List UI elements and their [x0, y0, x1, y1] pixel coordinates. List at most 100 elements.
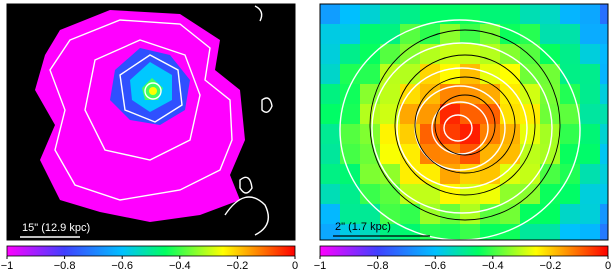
pixel	[420, 144, 440, 164]
pixel	[460, 204, 480, 224]
pixel	[340, 144, 360, 164]
pixel	[580, 104, 600, 124]
pixel	[420, 84, 440, 104]
tick-label: −0.6	[111, 260, 133, 271]
pixel	[360, 64, 380, 84]
pixel	[360, 44, 380, 64]
pixel	[460, 224, 480, 240]
pixel	[340, 44, 360, 64]
pixel	[540, 24, 560, 44]
pixel	[560, 144, 580, 164]
pixel	[600, 64, 608, 84]
pixel	[580, 4, 600, 24]
pixel	[360, 164, 380, 184]
pixel	[320, 184, 340, 204]
pixel	[580, 64, 600, 84]
pixel	[380, 44, 400, 64]
pixel	[580, 44, 600, 64]
pixel	[580, 84, 600, 104]
pixel	[600, 84, 608, 104]
pixel	[400, 64, 420, 84]
pixel	[380, 4, 400, 24]
pixel	[460, 164, 480, 184]
pixel	[500, 4, 520, 24]
pixel	[540, 104, 560, 124]
pixel	[500, 204, 520, 224]
pixel	[600, 104, 608, 124]
pixel	[580, 164, 600, 184]
pixel	[540, 184, 560, 204]
right-panel	[320, 4, 608, 240]
pixel	[600, 224, 608, 240]
pixel	[420, 64, 440, 84]
tick-label: −1	[314, 260, 327, 271]
pixel	[520, 164, 540, 184]
pixel	[540, 224, 560, 240]
pixel	[340, 4, 360, 24]
pixel	[400, 24, 420, 44]
pixel	[340, 204, 360, 224]
pixel	[320, 4, 340, 24]
pixel	[600, 164, 608, 184]
pixel	[380, 64, 400, 84]
pixel	[480, 144, 500, 164]
pixel	[520, 224, 540, 240]
pixel	[360, 204, 380, 224]
pixel	[460, 24, 480, 44]
tick-label: −0.2	[540, 260, 562, 271]
pixel	[440, 204, 460, 224]
pixel	[400, 4, 420, 24]
pixel	[520, 124, 540, 144]
pixel	[600, 204, 608, 224]
pixel	[400, 44, 420, 64]
pixel	[520, 144, 540, 164]
pixel	[600, 124, 608, 144]
pixel	[340, 24, 360, 44]
tick-label: −0.6	[424, 260, 446, 271]
pixel	[400, 144, 420, 164]
pixel	[380, 204, 400, 224]
pixel	[560, 44, 580, 64]
pixel	[380, 144, 400, 164]
tick-label: −0.8	[367, 260, 389, 271]
pixel	[520, 204, 540, 224]
pixel	[320, 64, 340, 84]
pixel	[540, 144, 560, 164]
pixel	[580, 224, 600, 240]
pixel	[560, 104, 580, 124]
tick-label: −0.2	[227, 260, 249, 271]
pixel	[560, 124, 580, 144]
pixel	[540, 164, 560, 184]
pixel	[560, 224, 580, 240]
pixel	[420, 164, 440, 184]
pixel	[600, 24, 608, 44]
pixel	[320, 204, 340, 224]
pixel	[440, 144, 460, 164]
pixel	[580, 124, 600, 144]
pixel	[560, 184, 580, 204]
pixel	[460, 64, 480, 84]
pixel	[420, 124, 440, 144]
pixel	[340, 104, 360, 124]
pixel	[320, 124, 340, 144]
pixel	[420, 4, 440, 24]
pixel	[560, 4, 580, 24]
pixel	[460, 104, 480, 124]
pixel	[380, 24, 400, 44]
pixel	[380, 164, 400, 184]
pixel	[540, 204, 560, 224]
pixel	[580, 24, 600, 44]
pixel	[500, 164, 520, 184]
pixel	[460, 144, 480, 164]
pixel	[540, 4, 560, 24]
pixel	[440, 104, 460, 124]
scale-label: 15" (12.9 kpc)	[22, 222, 90, 234]
pixel	[360, 104, 380, 124]
tick-label: −0.8	[54, 260, 76, 271]
pixel	[340, 64, 360, 84]
pixel	[540, 44, 560, 64]
scale-label: 2" (1.7 kpc)	[335, 221, 391, 233]
pixel	[360, 184, 380, 204]
pixel	[480, 104, 500, 124]
